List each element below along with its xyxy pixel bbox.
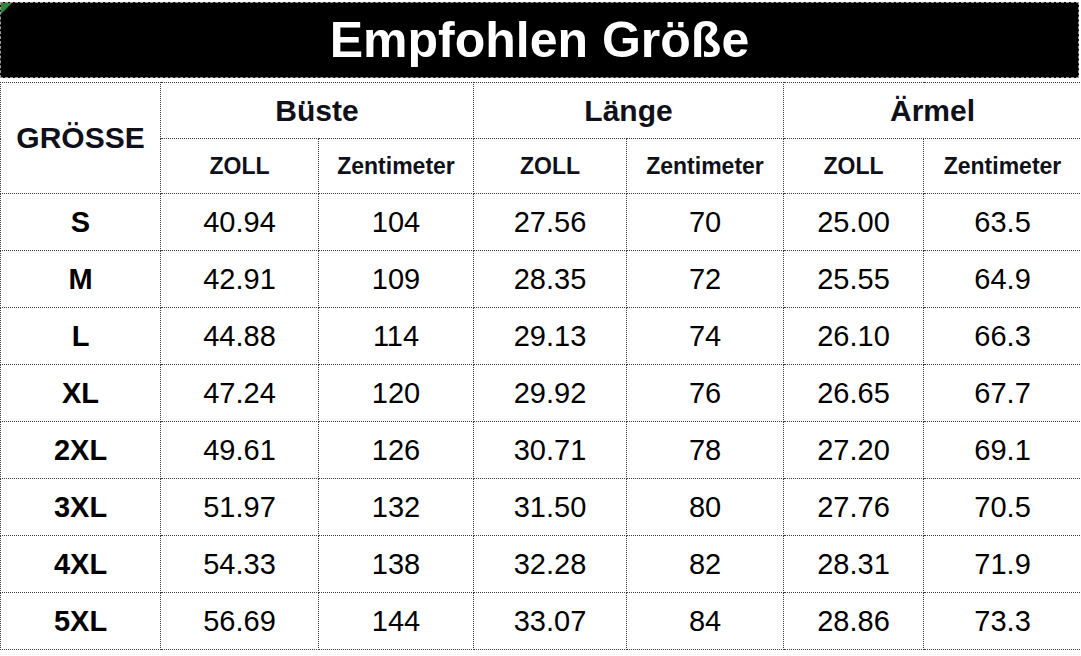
size-label: L [1,308,161,365]
table-row-s: S 40.94 104 27.56 70 25.00 63.5 [1,194,1081,251]
header-unit-row: ZOLL Zentimeter ZOLL Zentimeter ZOLL Zen… [1,139,1081,194]
size-table: GRÖSSE Büste Länge Ärmel ZOLL Zentimeter… [0,82,1081,650]
column-header-groesse: GRÖSSE [1,83,161,194]
value-cell: 64.9 [924,251,1081,308]
value-cell: 82 [627,536,784,593]
value-cell: 80 [627,479,784,536]
value-cell: 25.00 [784,194,924,251]
value-cell: 63.5 [924,194,1081,251]
value-cell: 120 [319,365,474,422]
value-cell: 47.24 [161,365,319,422]
value-cell: 27.76 [784,479,924,536]
size-label: XL [1,365,161,422]
value-cell: 40.94 [161,194,319,251]
table-row-xl: XL 47.24 120 29.92 76 26.65 67.7 [1,365,1081,422]
value-cell: 26.65 [784,365,924,422]
value-cell: 51.97 [161,479,319,536]
value-cell: 49.61 [161,422,319,479]
value-cell: 70.5 [924,479,1081,536]
table-row-3xl: 3XL 51.97 132 31.50 80 27.76 70.5 [1,479,1081,536]
column-group-aermel: Ärmel [784,83,1081,139]
size-label: S [1,194,161,251]
column-group-bueste: Büste [161,83,474,139]
unit-header-aermel-zentimeter: Zentimeter [924,139,1081,194]
value-cell: 28.86 [784,593,924,650]
value-cell: 72 [627,251,784,308]
title-banner: Empfohlen Größe [0,2,1079,78]
value-cell: 73.3 [924,593,1081,650]
table-row-m: M 42.91 109 28.35 72 25.55 64.9 [1,251,1081,308]
header-group-row: GRÖSSE Büste Länge Ärmel [1,83,1081,139]
value-cell: 67.7 [924,365,1081,422]
table-row-2xl: 2XL 49.61 126 30.71 78 27.20 69.1 [1,422,1081,479]
size-label: 3XL [1,479,161,536]
value-cell: 78 [627,422,784,479]
value-cell: 26.10 [784,308,924,365]
table-row-4xl: 4XL 54.33 138 32.28 82 28.31 71.9 [1,536,1081,593]
value-cell: 138 [319,536,474,593]
value-cell: 56.69 [161,593,319,650]
value-cell: 29.13 [474,308,627,365]
value-cell: 31.50 [474,479,627,536]
value-cell: 74 [627,308,784,365]
value-cell: 29.92 [474,365,627,422]
value-cell: 104 [319,194,474,251]
value-cell: 44.88 [161,308,319,365]
value-cell: 28.35 [474,251,627,308]
value-cell: 33.07 [474,593,627,650]
size-label: 4XL [1,536,161,593]
value-cell: 114 [319,308,474,365]
size-chart-page: Empfohlen Größe GRÖSSE Büste Länge Ärmel… [0,0,1081,656]
corner-marker-icon [1,3,12,14]
size-label: 2XL [1,422,161,479]
value-cell: 27.20 [784,422,924,479]
value-cell: 126 [319,422,474,479]
value-cell: 71.9 [924,536,1081,593]
table-row-l: L 44.88 114 29.13 74 26.10 66.3 [1,308,1081,365]
value-cell: 144 [319,593,474,650]
column-group-laenge: Länge [474,83,784,139]
value-cell: 42.91 [161,251,319,308]
size-label: M [1,251,161,308]
value-cell: 54.33 [161,536,319,593]
unit-header-laenge-zentimeter: Zentimeter [627,139,784,194]
value-cell: 30.71 [474,422,627,479]
value-cell: 70 [627,194,784,251]
value-cell: 28.31 [784,536,924,593]
value-cell: 32.28 [474,536,627,593]
unit-header-bueste-zentimeter: Zentimeter [319,139,474,194]
size-label: 5XL [1,593,161,650]
value-cell: 69.1 [924,422,1081,479]
value-cell: 76 [627,365,784,422]
value-cell: 109 [319,251,474,308]
unit-header-laenge-zoll: ZOLL [474,139,627,194]
unit-header-bueste-zoll: ZOLL [161,139,319,194]
value-cell: 84 [627,593,784,650]
unit-header-aermel-zoll: ZOLL [784,139,924,194]
value-cell: 66.3 [924,308,1081,365]
value-cell: 27.56 [474,194,627,251]
value-cell: 132 [319,479,474,536]
table-row-5xl: 5XL 56.69 144 33.07 84 28.86 73.3 [1,593,1081,650]
value-cell: 25.55 [784,251,924,308]
page-title: Empfohlen Größe [330,15,749,65]
